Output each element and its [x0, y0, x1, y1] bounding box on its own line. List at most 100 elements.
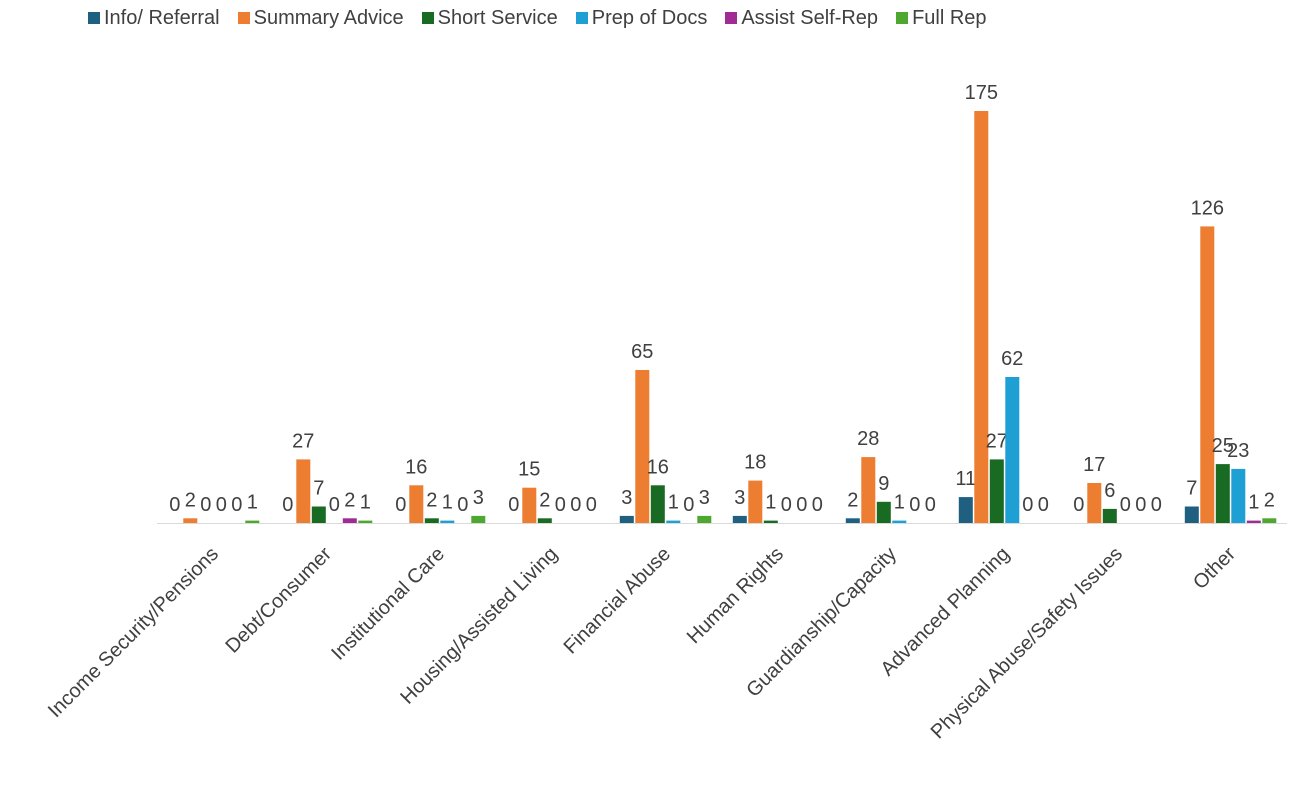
data-label: 0	[909, 494, 920, 516]
data-label: 27	[986, 430, 1008, 452]
data-label: 7	[1186, 478, 1197, 500]
data-label: 0	[1073, 494, 1084, 516]
data-label: 0	[216, 494, 227, 516]
bar	[1231, 468, 1246, 523]
bar	[1087, 483, 1102, 523]
bar	[1262, 518, 1277, 523]
bar	[876, 501, 891, 523]
data-label: 0	[555, 494, 566, 516]
bar	[1005, 377, 1020, 523]
data-label: 0	[282, 494, 293, 516]
chart-legend: Info/ Referral Summary Advice Short Servic…	[88, 4, 987, 32]
legend-label: Short Service	[437, 6, 558, 29]
data-label: 62	[1001, 348, 1023, 370]
bar	[748, 480, 763, 523]
bar	[522, 487, 537, 523]
legend-swatch	[725, 12, 738, 24]
data-label: 175	[965, 82, 998, 104]
legend-item: Assist Self-Rep	[725, 7, 878, 30]
data-label: 0	[169, 494, 180, 516]
legend-item: Full Rep	[896, 7, 987, 30]
bar	[974, 111, 989, 523]
data-label: 1	[765, 492, 776, 514]
data-label: 0	[329, 494, 340, 516]
data-label: 3	[473, 487, 484, 509]
data-label: 17	[1083, 454, 1105, 476]
data-label: 0	[925, 494, 936, 516]
data-label: 0	[570, 494, 581, 516]
bar	[1184, 506, 1199, 523]
bar	[619, 515, 634, 523]
legend-item: Summary Advice	[237, 6, 404, 30]
legend-label: Summary Advice	[253, 6, 404, 29]
data-label: 3	[734, 487, 745, 509]
bar	[245, 520, 260, 523]
bar	[409, 485, 424, 523]
bar	[1215, 464, 1230, 523]
bar	[471, 515, 486, 523]
data-label: 0	[1120, 494, 1131, 516]
data-label: 6	[1104, 480, 1115, 502]
bar	[342, 518, 357, 523]
data-label: 0	[683, 494, 694, 516]
bar	[296, 459, 311, 523]
bar	[666, 520, 681, 523]
bar	[440, 520, 455, 523]
data-label: 0	[796, 494, 807, 516]
data-label: 18	[744, 452, 766, 474]
data-label: 2	[344, 489, 355, 511]
data-label: 2	[539, 489, 550, 511]
data-label: 126	[1191, 197, 1224, 219]
data-label: 0	[1135, 494, 1146, 516]
x-tick-label: Financial Abuse	[560, 543, 675, 658]
x-tick-label: Institutional Care	[327, 543, 449, 665]
bar	[989, 459, 1004, 523]
data-label: 0	[508, 494, 519, 516]
legend-item: Prep of Docs	[575, 7, 707, 30]
data-label: 0	[457, 494, 468, 516]
data-label: 2	[847, 489, 858, 511]
legend-swatch	[896, 12, 909, 24]
legend-item: Short Service	[421, 6, 558, 30]
legend-swatch	[421, 12, 434, 24]
x-tick-label: Income Security/Pensions	[44, 543, 223, 722]
bar	[958, 497, 973, 523]
data-label: 3	[699, 487, 710, 509]
legend-label: Info/ Referral	[104, 6, 220, 29]
bar	[635, 370, 650, 523]
data-label: 0	[781, 494, 792, 516]
data-label: 1	[1248, 492, 1259, 514]
x-tick-label: Other	[1189, 543, 1240, 594]
bar	[892, 520, 907, 523]
legend-swatch	[575, 12, 588, 24]
legend-swatch	[88, 12, 100, 24]
x-tick-label: Physical Abuse/Safety Issues	[927, 543, 1127, 743]
bar	[358, 520, 373, 523]
data-label: 2	[426, 489, 437, 511]
data-label: 15	[518, 459, 540, 481]
data-label: 0	[586, 494, 597, 516]
data-label: 25	[1212, 435, 1234, 457]
legend-swatch	[237, 12, 250, 24]
bar	[845, 518, 860, 523]
data-label: 28	[857, 428, 879, 450]
data-label: 16	[647, 456, 669, 478]
data-label: 0	[1038, 494, 1049, 516]
bar	[697, 515, 712, 523]
data-label: 1	[894, 492, 905, 514]
data-label: 0	[1151, 494, 1162, 516]
bar	[861, 457, 876, 523]
data-label: 1	[668, 492, 679, 514]
data-label: 1	[247, 492, 258, 514]
bar	[763, 520, 778, 523]
data-label: 16	[405, 456, 427, 478]
bar	[311, 506, 326, 523]
bar	[650, 485, 665, 523]
x-tick-label: Human Rights	[683, 543, 788, 648]
x-tick-label: Debt/Consumer	[221, 543, 336, 658]
bar	[183, 518, 198, 523]
bar	[1246, 520, 1261, 523]
data-label: 0	[200, 494, 211, 516]
legend-label: Assist Self-Rep	[741, 6, 879, 29]
bar	[1200, 226, 1215, 523]
